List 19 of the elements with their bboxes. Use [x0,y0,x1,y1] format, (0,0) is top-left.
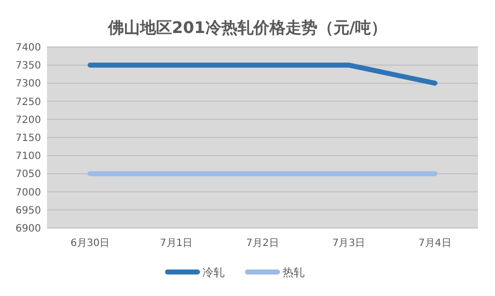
y-tick-label: 7200 [16,114,41,126]
y-tick-label: 6900 [16,224,41,234]
y-tick-label: 7400 [16,42,41,54]
x-tick-label: 7月3日 [332,238,366,249]
legend-label: 热轧 [282,266,304,279]
y-tick-label: 7100 [16,151,41,162]
chart-title: 佛山地区201冷热轧价格走势（元/吨） [106,18,388,37]
legend-label: 冷轧 [202,266,224,279]
y-tick-label: 7000 [16,187,41,198]
y-tick-label: 7150 [16,133,41,144]
y-tick-label: 6950 [16,205,41,216]
y-tick-label: 7050 [16,169,41,180]
y-tick-label: 7300 [16,78,41,90]
x-tick-label: 7月1日 [160,238,193,249]
y-tick-label: 7250 [16,96,41,108]
y-tick-label: 7350 [16,60,41,72]
x-tick-label: 6月30日 [70,238,110,249]
x-tick-label: 7月2日 [246,238,279,249]
x-tick-label: 7月4日 [418,238,452,249]
